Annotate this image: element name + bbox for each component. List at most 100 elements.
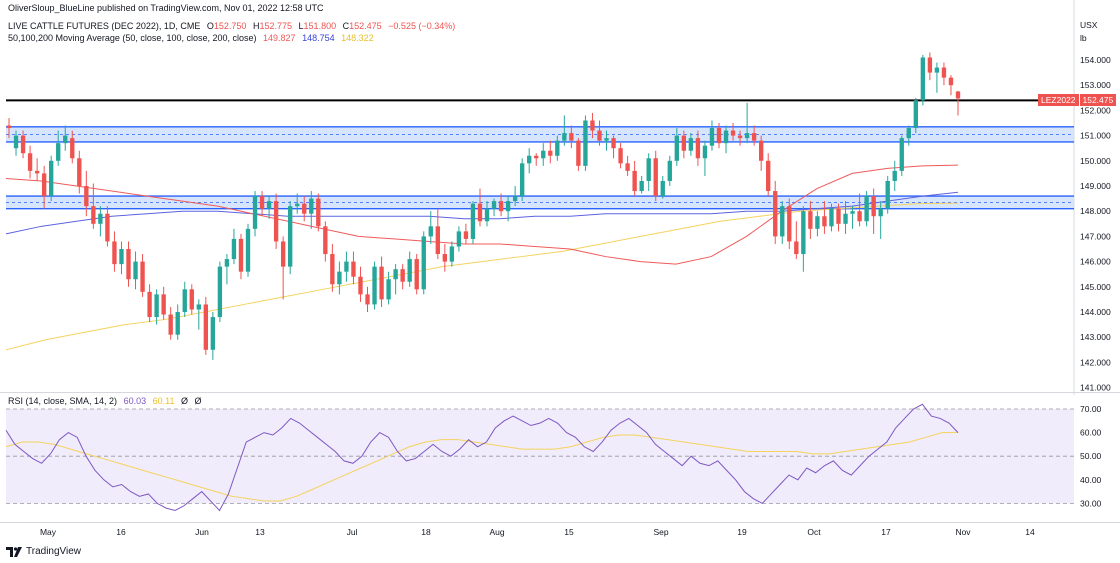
candle-body (133, 261, 138, 280)
time-tick-label: Sep (653, 527, 668, 537)
ma-legend[interactable]: 50,100,200 Moving Average (50, close, 10… (8, 33, 378, 43)
time-tick-label: Jul (347, 527, 358, 537)
candle-body (709, 128, 715, 146)
candle-body (751, 133, 757, 141)
publisher-line: OliverSloup_BlueLine published on Tradin… (8, 3, 324, 13)
candle-body (695, 138, 701, 159)
candle-body (555, 140, 560, 156)
price-tick-label: 151.000 (1080, 131, 1111, 141)
candle-body (569, 133, 574, 141)
candle-body (48, 160, 54, 197)
price-tick-label: 146.000 (1080, 257, 1111, 267)
time-tick-label: 14 (1025, 527, 1035, 537)
candle-body (245, 228, 251, 272)
candle-body (646, 158, 651, 181)
candle-body (639, 180, 644, 192)
rsi-tick-label: 70.00 (1080, 404, 1102, 414)
candle-body (801, 211, 806, 255)
candle-body (393, 269, 398, 280)
time-tick-label: Aug (489, 527, 504, 537)
price-tick-label: 142.000 (1080, 357, 1111, 367)
candle-body (941, 67, 947, 78)
candle-body (147, 291, 152, 318)
candle-body (548, 150, 553, 156)
candle-body (660, 180, 665, 197)
candle-body (527, 155, 532, 164)
candle-body (667, 160, 672, 181)
ohlc-open: O152.750 (206, 21, 247, 31)
candle-body (822, 216, 827, 227)
candle-body (280, 241, 286, 267)
candle-body (836, 208, 841, 224)
candle-body (435, 226, 440, 255)
candle-body (224, 259, 230, 267)
time-tick-label: May (40, 527, 57, 537)
candle-body (477, 203, 483, 222)
time-tick-label: Jun (195, 527, 209, 537)
candle-body (20, 135, 26, 154)
price-tick-label: 153.000 (1080, 80, 1111, 90)
candle-body (737, 135, 743, 139)
price-tick-label: 149.000 (1080, 181, 1111, 191)
price-tick-label: 154.000 (1080, 55, 1111, 65)
candle-body (892, 170, 897, 181)
price-tick-label: 150.000 (1080, 156, 1111, 166)
candle-body (681, 135, 687, 151)
time-tick-label: 15 (564, 527, 574, 537)
footer-brand-text: TradingView (26, 546, 82, 557)
candle-body (484, 208, 490, 222)
price-legend[interactable]: LIVE CATTLE FUTURES (DEC 2022), 1D, CME … (8, 21, 459, 31)
price-change: −0.525 (−0.34%) (388, 21, 456, 31)
candle-body (119, 249, 124, 265)
candle-body (196, 304, 201, 310)
candle-body (442, 254, 448, 262)
candle-body (808, 211, 813, 229)
footer-brand[interactable]: TradingView (6, 546, 81, 557)
price-tick-label: 141.000 (1080, 383, 1111, 393)
rsi-na-value-2: Ø (194, 396, 202, 406)
rsi-legend[interactable]: RSI (14, close, SMA, 14, 2) 60.03 60.11 … (8, 396, 206, 406)
candle-body (611, 138, 616, 149)
candle-body (576, 140, 581, 166)
candle-body (843, 213, 848, 224)
candle-body (344, 261, 349, 272)
candle-body (491, 201, 497, 209)
time-tick-label: 16 (116, 527, 126, 537)
rsi-na-value-1: Ø (180, 396, 188, 406)
candle-body (498, 201, 504, 212)
candle-body (899, 138, 904, 171)
candle-body (562, 133, 567, 141)
candle-body (653, 158, 658, 197)
candle-body (744, 133, 750, 139)
time-axis[interactable]: May 16 Jun 13 Jul 18 Aug 15 Sep 19 Oct 17 Nov 14 (0, 522, 1120, 544)
symbol-title: LIVE CATTLE FUTURES (DEC 2022), 1D, CME (8, 21, 201, 31)
candle-body (330, 254, 335, 285)
candle-body (541, 150, 546, 159)
candle-body (217, 266, 223, 318)
rsi-tick-label: 40.00 (1080, 475, 1102, 485)
candle-body (583, 120, 588, 166)
candle-body (688, 138, 694, 151)
candle-body (91, 206, 96, 224)
candle-body (34, 170, 40, 174)
rsi-line (5, 403, 959, 512)
candle-body (168, 314, 173, 335)
candle-body (210, 317, 216, 350)
candle-body (597, 130, 602, 141)
candle-body (920, 57, 926, 101)
price-chart[interactable]: 154.000 153.000 152.000 151.000 150.000 149.0… (0, 0, 1120, 395)
candle-body (794, 241, 799, 255)
ticker-badge-value: 152.475 (1079, 94, 1117, 106)
candle-body (815, 216, 820, 229)
candle-body (456, 231, 462, 247)
candle-body (288, 206, 293, 267)
candle-body (730, 130, 736, 136)
candle-body (534, 155, 539, 159)
currency-label: USX (1080, 20, 1098, 30)
rsi-chart[interactable]: 70.00 60.00 50.00 40.00 30.00 (0, 392, 1120, 522)
candle-body (948, 77, 954, 86)
candle-body (6, 125, 12, 129)
candle-body (758, 140, 764, 161)
candle-body (126, 249, 131, 280)
candle-body (259, 196, 265, 209)
